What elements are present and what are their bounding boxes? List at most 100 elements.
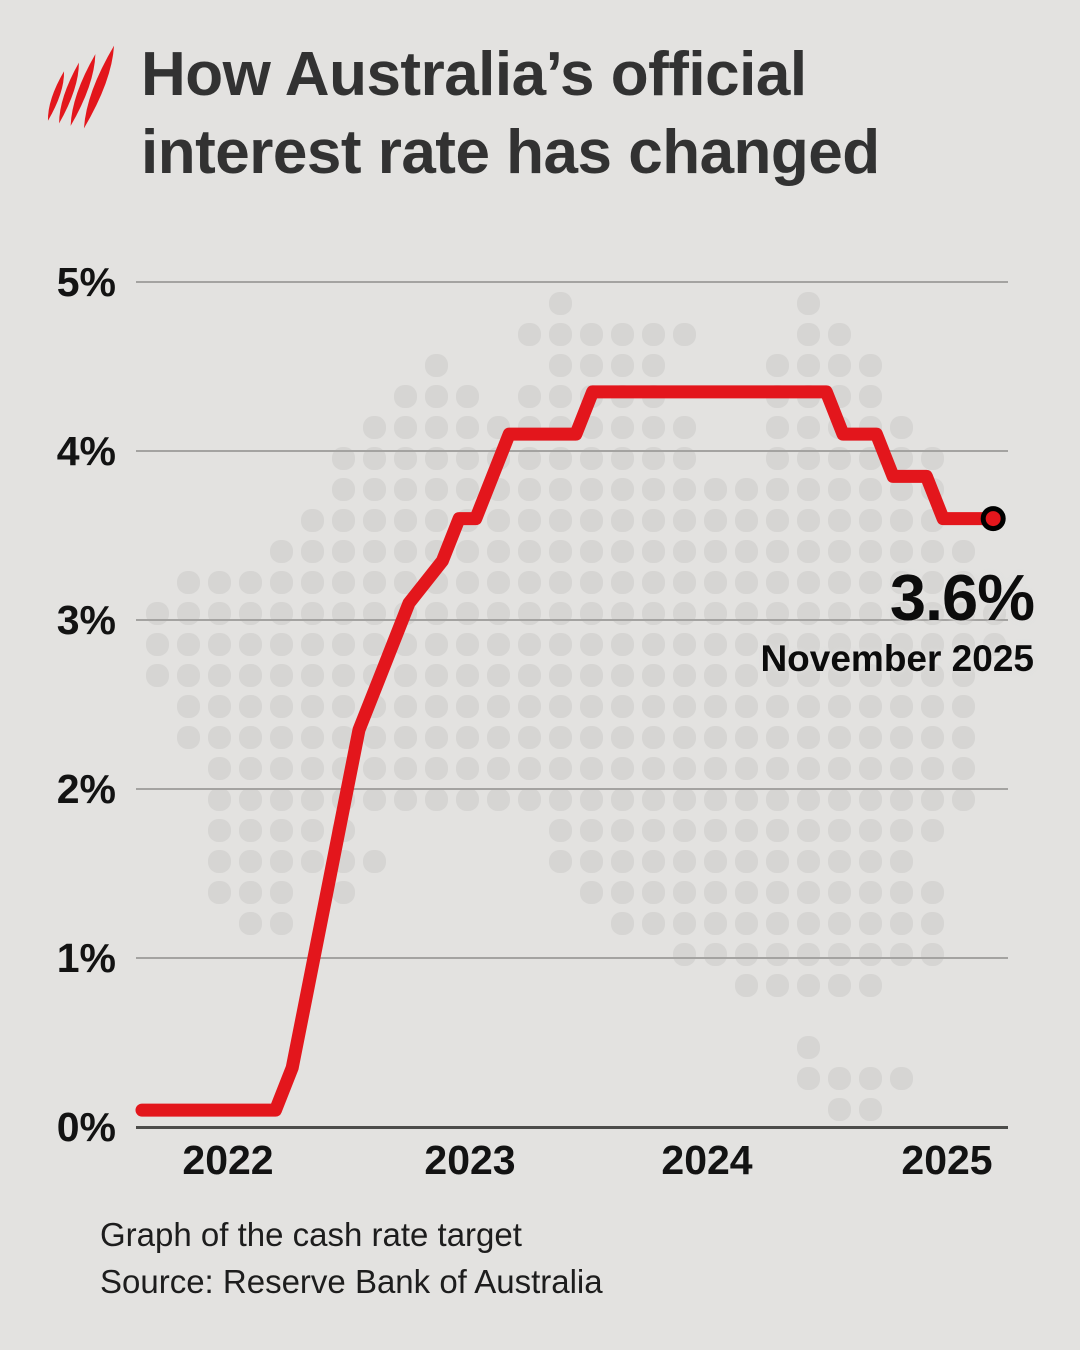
map-dot: [765, 539, 789, 563]
map-dot: [579, 570, 603, 594]
map-dot: [796, 1066, 820, 1090]
map-dot: [579, 725, 603, 749]
map-dot: [703, 508, 727, 532]
map-dot: [517, 477, 541, 501]
map-dot: [486, 570, 510, 594]
map-dot: [796, 725, 820, 749]
map-dot: [641, 756, 665, 780]
map-dot: [889, 942, 913, 966]
map-dot: [424, 477, 448, 501]
map-dot: [610, 725, 634, 749]
map-dot: [610, 787, 634, 811]
map-dot: [920, 818, 944, 842]
map-dot: [672, 911, 696, 935]
map-dot: [207, 663, 231, 687]
map-dot: [889, 849, 913, 873]
map-dot: [796, 911, 820, 935]
map-dot: [455, 415, 479, 439]
map-dot: [672, 818, 696, 842]
map-dot: [951, 539, 975, 563]
map-dot: [827, 942, 851, 966]
map-dot: [889, 818, 913, 842]
map-dot: [641, 353, 665, 377]
map-dot: [641, 725, 665, 749]
map-dot: [920, 756, 944, 780]
map-dot: [269, 725, 293, 749]
map-dot: [548, 601, 572, 625]
map-dot: [145, 663, 169, 687]
map-dot: [548, 322, 572, 346]
map-dot: [703, 694, 727, 718]
map-dot: [579, 818, 603, 842]
map-dot: [672, 942, 696, 966]
map-dot: [858, 1066, 882, 1090]
map-dot: [548, 725, 572, 749]
map-dot: [238, 570, 262, 594]
y-tick-label: 1%: [56, 935, 116, 981]
map-dot: [579, 849, 603, 873]
map-dot: [796, 942, 820, 966]
map-dot: [238, 663, 262, 687]
map-dot: [703, 756, 727, 780]
map-dot: [889, 787, 913, 811]
map-dot: [858, 818, 882, 842]
map-dot: [610, 880, 634, 904]
y-tick-label: 5%: [56, 259, 116, 305]
map-dot: [641, 880, 665, 904]
map-dot: [734, 508, 758, 532]
map-dot: [703, 787, 727, 811]
map-dot: [734, 911, 758, 935]
map-dot: [300, 663, 324, 687]
map-dot: [517, 415, 541, 439]
map-dot: [238, 756, 262, 780]
map-dot: [858, 477, 882, 501]
map-dot: [269, 694, 293, 718]
y-tick-label: 2%: [56, 766, 116, 812]
map-dot: [331, 694, 355, 718]
map-dot: [765, 415, 789, 439]
map-dot: [858, 911, 882, 935]
map-dot: [858, 973, 882, 997]
map-dot: [920, 725, 944, 749]
map-dot: [238, 880, 262, 904]
map-dot: [858, 570, 882, 594]
map-dot: [672, 570, 696, 594]
map-dot: [672, 725, 696, 749]
map-dot: [424, 415, 448, 439]
map-dot: [827, 880, 851, 904]
map-dot: [827, 849, 851, 873]
map-dot: [734, 570, 758, 594]
map-dot: [734, 818, 758, 842]
map-dot: [579, 756, 603, 780]
map-dot: [300, 570, 324, 594]
map-dot: [207, 725, 231, 749]
map-dot: [548, 508, 572, 532]
map-dot: [765, 818, 789, 842]
map-dot: [238, 787, 262, 811]
map-dot: [641, 694, 665, 718]
y-tick-label: 3%: [56, 597, 116, 643]
map-dot: [858, 849, 882, 873]
map-dot: [579, 632, 603, 656]
map-dot: [548, 539, 572, 563]
map-dot: [610, 539, 634, 563]
map-dot: [548, 477, 572, 501]
gridline: [136, 957, 1008, 959]
map-dot: [579, 694, 603, 718]
map-dot: [889, 694, 913, 718]
map-dot: [331, 663, 355, 687]
map-dot: [300, 818, 324, 842]
map-dot: [827, 601, 851, 625]
map-dot: [393, 632, 417, 656]
map-dot: [765, 384, 789, 408]
map-dot: [579, 787, 603, 811]
map-dot: [548, 353, 572, 377]
map-dot: [207, 880, 231, 904]
map-dot: [827, 818, 851, 842]
map-dot: [703, 942, 727, 966]
map-dot: [269, 663, 293, 687]
map-dot: [517, 694, 541, 718]
map-dot: [734, 849, 758, 873]
map-dot: [610, 570, 634, 594]
map-dot: [703, 880, 727, 904]
